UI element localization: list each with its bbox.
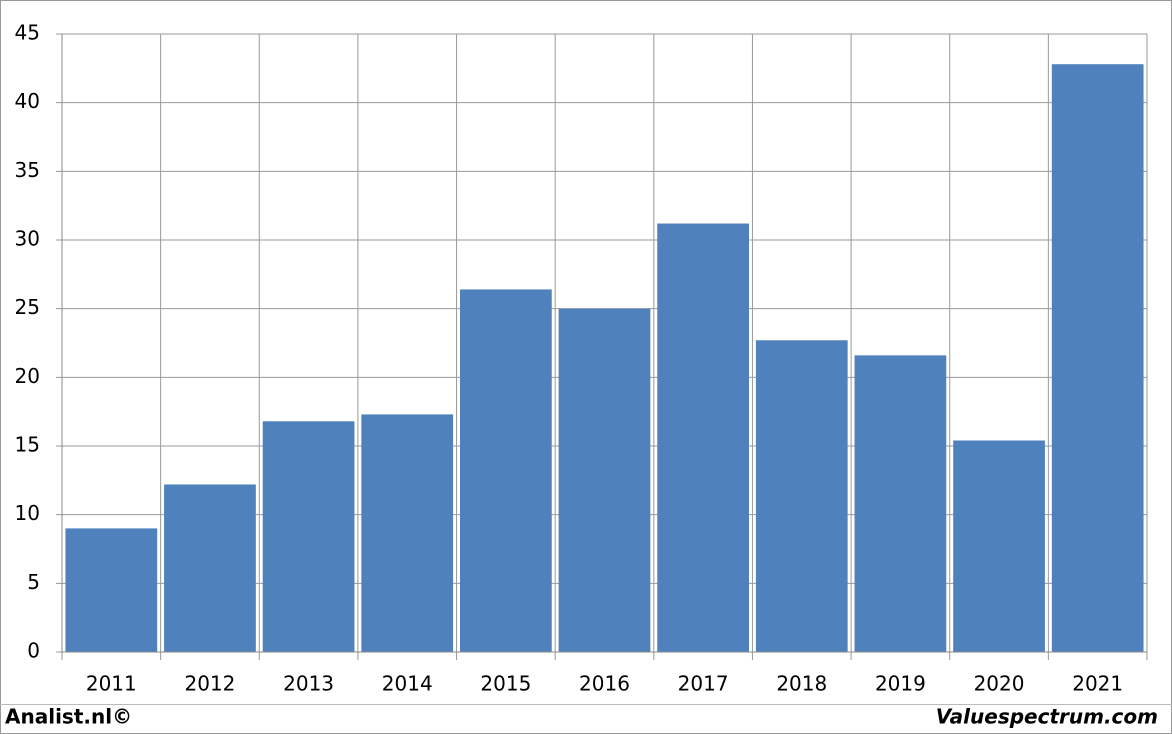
y-tick-label: 15 [15,433,40,457]
y-tick-label: 35 [15,158,40,182]
x-tick-label: 2013 [283,672,334,696]
x-tick-label: 2018 [776,672,827,696]
y-tick-label: 40 [15,89,40,113]
x-tick-label: 2012 [185,672,236,696]
bar [657,223,750,652]
bar [164,484,256,652]
y-tick-label: 20 [15,364,40,388]
bar [854,355,947,652]
y-tick-label: 0 [27,639,40,663]
x-tick-label: 2014 [382,672,433,696]
x-tick-label: 2020 [974,672,1025,696]
bar [558,308,651,652]
y-tick-label: 5 [27,570,40,594]
bar [361,414,454,652]
x-tick-label: 2015 [480,672,531,696]
y-tick-label: 45 [15,21,40,45]
y-tick-label: 25 [15,295,40,319]
y-tick-label: 30 [15,227,40,251]
bar [262,421,355,652]
footer-right: Valuespectrum.com [936,705,1158,729]
x-tick-label: 2017 [678,672,729,696]
x-tick-label: 2021 [1072,672,1123,696]
bar [755,340,848,652]
x-tick-label: 2016 [579,672,630,696]
x-tick-label: 2019 [875,672,926,696]
bar [459,289,552,652]
y-tick-label: 10 [15,501,40,525]
bar [65,528,158,652]
bar [953,440,1045,652]
footer-left: Analist.nl© [5,705,132,729]
bar [1051,64,1144,653]
x-tick-label: 2011 [86,672,137,696]
